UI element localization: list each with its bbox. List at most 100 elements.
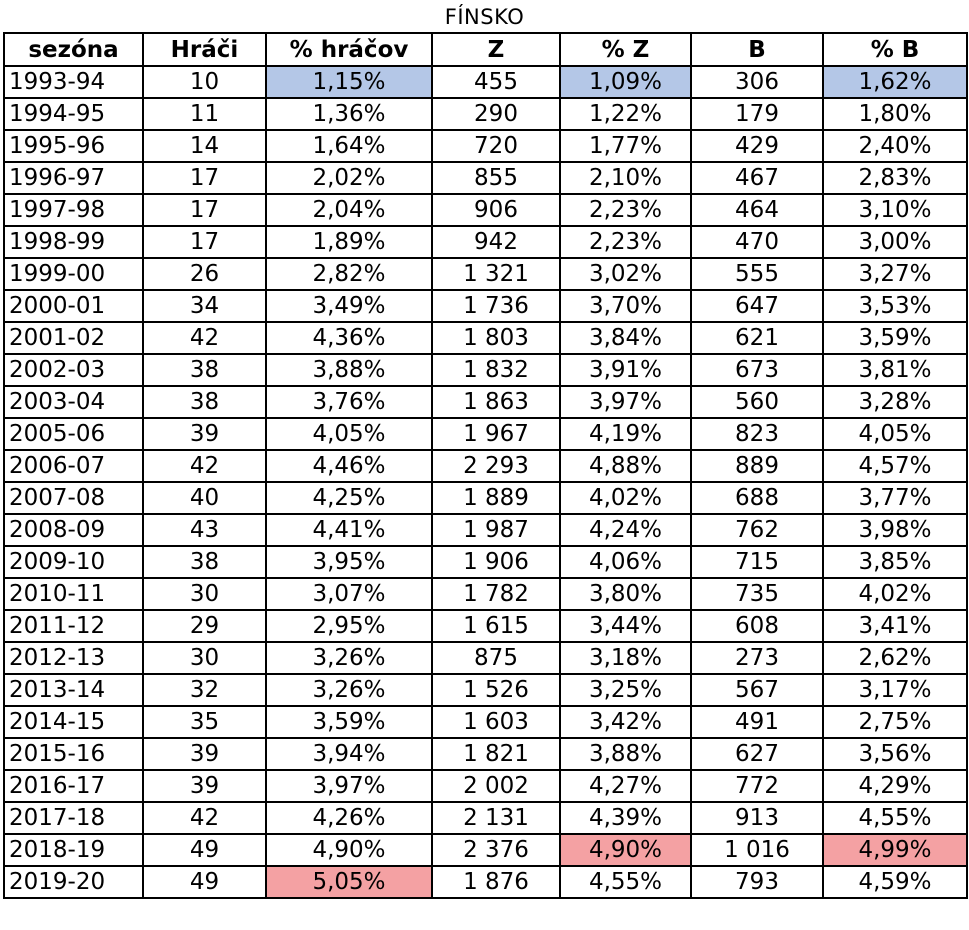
- column-header-season: sezóna: [3, 32, 144, 67]
- cell-b-percent: 3,27%: [822, 257, 968, 291]
- cell-b-percent: 2,40%: [822, 129, 968, 163]
- cell-b: 621: [690, 321, 824, 355]
- cell-players-percent: 2,04%: [265, 193, 433, 227]
- cell-z: 2 131: [431, 801, 561, 835]
- cell-z-percent: 1,77%: [559, 129, 692, 163]
- table-row: 2009-10 38 3,95% 1 906 4,06% 715 3,85%: [3, 545, 968, 579]
- cell-b: 889: [690, 449, 824, 483]
- cell-players-percent: 1,36%: [265, 97, 433, 131]
- cell-z-percent: 4,88%: [559, 449, 692, 483]
- cell-z: 1 832: [431, 353, 561, 387]
- table-row: 2006-07 42 4,46% 2 293 4,88% 889 4,57%: [3, 449, 968, 483]
- cell-players: 39: [142, 417, 267, 451]
- cell-z-percent: 2,23%: [559, 193, 692, 227]
- cell-players: 17: [142, 193, 267, 227]
- cell-season: 2009-10: [3, 545, 144, 579]
- cell-players-percent: 4,25%: [265, 481, 433, 515]
- cell-z: 1 863: [431, 385, 561, 419]
- column-header-z-percent: % Z: [559, 32, 692, 67]
- cell-players-percent: 3,88%: [265, 353, 433, 387]
- cell-players-percent: 3,49%: [265, 289, 433, 323]
- cell-b: 913: [690, 801, 824, 835]
- cell-z-percent: 2,23%: [559, 225, 692, 259]
- cell-players-percent: 4,05%: [265, 417, 433, 451]
- cell-players-percent: 3,76%: [265, 385, 433, 419]
- cell-season: 1998-99: [3, 225, 144, 259]
- cell-players: 34: [142, 289, 267, 323]
- cell-z: 1 821: [431, 737, 561, 771]
- cell-season: 2003-04: [3, 385, 144, 419]
- table-row: 1995-96 14 1,64% 720 1,77% 429 2,40%: [3, 129, 968, 163]
- cell-players-percent: 1,64%: [265, 129, 433, 163]
- cell-b: 464: [690, 193, 824, 227]
- cell-z: 455: [431, 65, 561, 99]
- cell-b: 467: [690, 161, 824, 195]
- cell-b-percent: 4,59%: [822, 865, 968, 899]
- cell-season: 2010-11: [3, 577, 144, 611]
- cell-z: 2 002: [431, 769, 561, 803]
- column-header-z: Z: [431, 32, 561, 67]
- cell-players: 10: [142, 65, 267, 99]
- cell-season: 2000-01: [3, 289, 144, 323]
- cell-b: 1 016: [690, 833, 824, 867]
- cell-season: 2016-17: [3, 769, 144, 803]
- cell-season: 2018-19: [3, 833, 144, 867]
- column-header-b: B: [690, 32, 824, 67]
- cell-players: 38: [142, 353, 267, 387]
- cell-players-percent: 1,15%: [265, 65, 433, 99]
- cell-b-percent: 2,62%: [822, 641, 968, 675]
- cell-players: 42: [142, 801, 267, 835]
- cell-players-percent: 3,07%: [265, 577, 433, 611]
- cell-b-percent: 4,57%: [822, 449, 968, 483]
- cell-z: 1 987: [431, 513, 561, 547]
- cell-players: 30: [142, 641, 267, 675]
- cell-z: 1 603: [431, 705, 561, 739]
- cell-z: 1 526: [431, 673, 561, 707]
- table-row: 2014-15 35 3,59% 1 603 3,42% 491 2,75%: [3, 705, 968, 739]
- cell-season: 1999-00: [3, 257, 144, 291]
- table-row: 1994-95 11 1,36% 290 1,22% 179 1,80%: [3, 97, 968, 131]
- cell-season: 1995-96: [3, 129, 144, 163]
- cell-z: 720: [431, 129, 561, 163]
- cell-b-percent: 4,05%: [822, 417, 968, 451]
- cell-b: 567: [690, 673, 824, 707]
- cell-players: 17: [142, 225, 267, 259]
- cell-z: 1 782: [431, 577, 561, 611]
- cell-players-percent: 1,89%: [265, 225, 433, 259]
- cell-b: 560: [690, 385, 824, 419]
- cell-players: 43: [142, 513, 267, 547]
- cell-z: 290: [431, 97, 561, 131]
- cell-players-percent: 2,02%: [265, 161, 433, 195]
- cell-b: 715: [690, 545, 824, 579]
- cell-players: 30: [142, 577, 267, 611]
- cell-b: 688: [690, 481, 824, 515]
- cell-b-percent: 3,28%: [822, 385, 968, 419]
- cell-b: 306: [690, 65, 824, 99]
- cell-season: 2001-02: [3, 321, 144, 355]
- cell-z-percent: 3,44%: [559, 609, 692, 643]
- cell-season: 2008-09: [3, 513, 144, 547]
- cell-b-percent: 3,77%: [822, 481, 968, 515]
- cell-b: 735: [690, 577, 824, 611]
- cell-players: 38: [142, 545, 267, 579]
- cell-z-percent: 4,19%: [559, 417, 692, 451]
- cell-b-percent: 3,81%: [822, 353, 968, 387]
- cell-z: 1 876: [431, 865, 561, 899]
- cell-b: 647: [690, 289, 824, 323]
- cell-b: 627: [690, 737, 824, 771]
- table-row: 2016-17 39 3,97% 2 002 4,27% 772 4,29%: [3, 769, 968, 803]
- cell-b-percent: 3,98%: [822, 513, 968, 547]
- cell-z-percent: 1,09%: [559, 65, 692, 99]
- cell-z-percent: 4,90%: [559, 833, 692, 867]
- cell-b: 179: [690, 97, 824, 131]
- cell-z: 2 293: [431, 449, 561, 483]
- cell-z: 2 376: [431, 833, 561, 867]
- cell-players: 40: [142, 481, 267, 515]
- cell-z: 906: [431, 193, 561, 227]
- header-row: sezóna Hráči % hráčov Z % Z B % B: [3, 32, 968, 67]
- cell-z-percent: 2,10%: [559, 161, 692, 195]
- cell-season: 2019-20: [3, 865, 144, 899]
- cell-b-percent: 3,41%: [822, 609, 968, 643]
- cell-players: 39: [142, 769, 267, 803]
- cell-season: 2013-14: [3, 673, 144, 707]
